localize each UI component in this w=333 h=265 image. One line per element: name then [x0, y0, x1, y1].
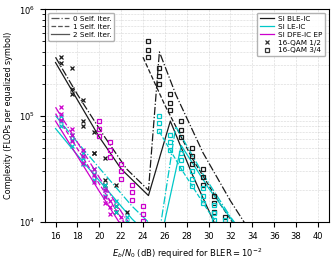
Y-axis label: Complexity (FLOPs per equalized symbol): Complexity (FLOPs per equalized symbol)	[4, 32, 13, 200]
Legend: SI BLE-IC, SI LE-IC, SI DFE-IC EP, 16-QAM 1/2, 16-QAM 3/4: SI BLE-IC, SI LE-IC, SI DFE-IC EP, 16-QA…	[257, 13, 325, 56]
X-axis label: $E_b/N_0$ (dB) required for BLER$=10^{-2}$: $E_b/N_0$ (dB) required for BLER$=10^{-2…	[112, 246, 262, 261]
